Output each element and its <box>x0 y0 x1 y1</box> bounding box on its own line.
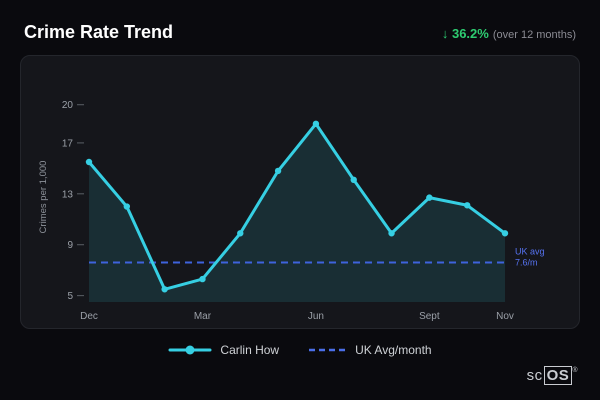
data-point <box>85 158 93 166</box>
chart-panel: 5 9 13 17 20 Crimes per 1,000 UK avg 7.6/m Dec Ma… <box>20 55 580 329</box>
dashed-line-swatch-icon <box>309 348 346 352</box>
data-point <box>388 230 395 237</box>
y-tick-label: 13 <box>62 189 74 200</box>
page-title: Crime Rate Trend <box>24 22 174 42</box>
data-point <box>274 167 282 175</box>
legend-label-uk-avg: UK Avg/month <box>355 343 432 357</box>
logo-prefix: sc <box>526 367 543 384</box>
legend-label-carlin-how: Carlin How <box>220 343 280 357</box>
y-tick-label: 20 <box>62 100 74 111</box>
data-point <box>463 202 471 209</box>
registered-mark: ® <box>572 367 578 374</box>
x-tick-label: Mar <box>194 311 212 322</box>
y-tick-label: 17 <box>62 138 74 149</box>
data-point <box>237 230 244 237</box>
data-point <box>199 275 206 283</box>
trend-badge: ↓ 36.2% (over 12 months) <box>442 26 576 41</box>
data-point <box>350 176 357 184</box>
data-point <box>161 286 168 293</box>
uk-avg-annotation: UK avg <box>515 247 545 257</box>
y-tick-label: 5 <box>67 291 73 302</box>
trend-percent: 36.2% <box>451 26 489 41</box>
series-area <box>89 123 505 302</box>
uk-avg-annotation: 7.6/m <box>515 258 538 268</box>
data-point <box>426 194 433 201</box>
x-tick-label: Dec <box>80 311 98 322</box>
header: Crime Rate Trend ↓ 36.2% (over 12 months) <box>0 0 600 55</box>
down-arrow-icon: ↓ <box>441 26 449 41</box>
line-dot-swatch-icon <box>168 345 212 355</box>
legend-item-uk-avg[interactable]: UK Avg/month <box>307 343 432 357</box>
x-tick-label: Nov <box>496 311 514 322</box>
trend-value: ↓ 36.2% <box>442 26 489 41</box>
data-point <box>123 203 131 210</box>
y-tick-label: 9 <box>67 240 73 251</box>
x-tick-label: Jun <box>308 311 324 322</box>
y-axis-label: Crimes per 1,000 <box>38 161 49 234</box>
series-line <box>87 122 507 291</box>
brand-logo: sc OS ® <box>526 366 578 385</box>
data-point <box>312 120 320 128</box>
trend-note: (over 12 months) <box>492 29 576 41</box>
logo-box: OS <box>543 366 573 385</box>
legend-item-carlin-how[interactable]: Carlin How <box>168 343 279 357</box>
data-point <box>501 230 509 237</box>
x-tick-label: Sept <box>419 311 440 322</box>
legend: Carlin How UK Avg/month <box>0 343 600 357</box>
